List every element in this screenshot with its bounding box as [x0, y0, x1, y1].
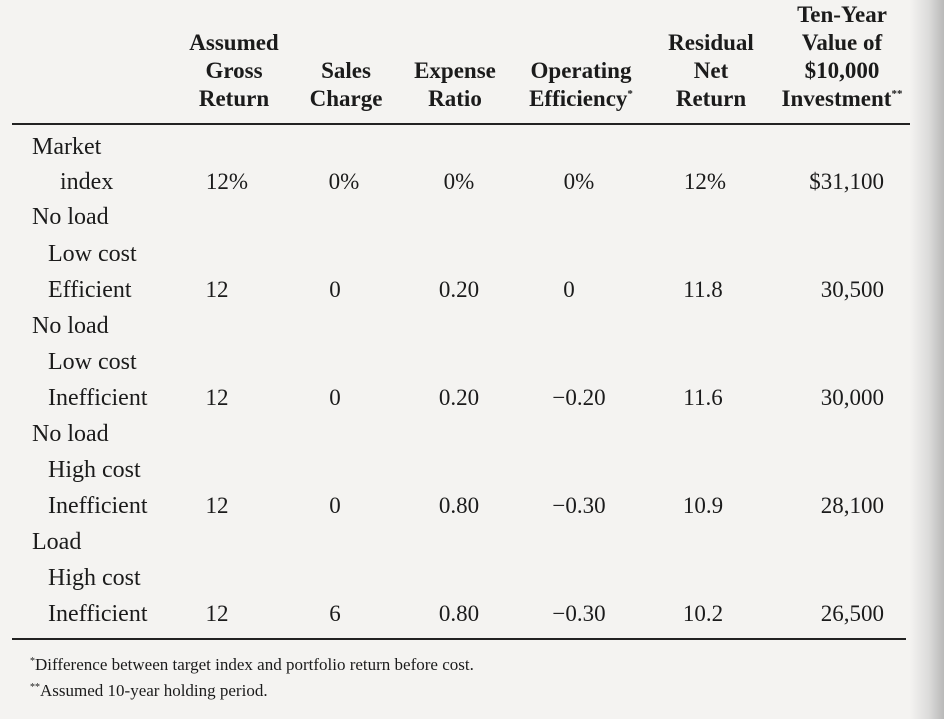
cell-expense-ratio: 0.80 — [438, 493, 480, 518]
cell-expense-ratio: 0.20 — [438, 385, 480, 410]
footnote-mark: * — [30, 656, 35, 667]
footnote-mark: ** — [30, 682, 40, 693]
cell-gross-return: 12 — [205, 277, 229, 302]
cell-sales-charge: 0 — [329, 277, 341, 302]
cell-sales-charge: 0 — [329, 493, 341, 518]
cell-operating-efficiency: 0% — [563, 169, 595, 194]
cell-net-return: 10.2 — [682, 601, 724, 626]
cell-net-return: 11.8 — [683, 277, 723, 302]
table-bottom-rule — [12, 638, 906, 640]
row-label-line: Inefficient — [48, 493, 148, 519]
row-label-line: Efficient — [48, 277, 132, 303]
cell-ten-year-value: 30,500 — [820, 277, 884, 302]
cell-gross-return: 12 — [205, 493, 229, 518]
footnote-holding-period: **Assumed 10-year holding period. — [30, 680, 268, 702]
footnote-text: Difference between target index and port… — [35, 655, 474, 674]
cell-expense-ratio: 0% — [443, 169, 475, 194]
cell-net-return: 10.9 — [682, 493, 724, 518]
row-label-line: Inefficient — [48, 385, 148, 411]
cell-gross-return: 12 — [205, 601, 229, 626]
row-label-line: No load — [32, 313, 109, 339]
cell-ten-year-value: 30,000 — [820, 385, 884, 410]
row-label-line: High cost — [48, 457, 141, 483]
header-ten-year-value: Ten-Year Value of $10,000 Investment** — [781, 2, 903, 111]
cell-sales-charge: 0 — [329, 385, 341, 410]
row-label-line: index — [60, 169, 114, 195]
row-label-line: Inefficient — [48, 601, 148, 627]
header-sales-charge: Sales Charge — [309, 58, 383, 111]
footnote-operating-efficiency: *Difference between target index and por… — [30, 654, 474, 676]
cell-expense-ratio: 0.80 — [438, 601, 480, 626]
row-label-line: No load — [32, 421, 109, 447]
cell-operating-efficiency: −0.30 — [552, 601, 606, 626]
cell-ten-year-value: 28,100 — [820, 493, 884, 518]
header-residual-net-return: Residual Net Return — [668, 30, 754, 111]
row-label-line: Low cost — [48, 349, 137, 375]
cell-operating-efficiency: −0.20 — [552, 385, 606, 410]
row-label-line: Market — [32, 134, 102, 160]
footnote-text: Assumed 10-year holding period. — [40, 681, 268, 700]
header-operating-efficiency: Operating Efficiency* — [529, 58, 633, 111]
cell-sales-charge: 6 — [329, 601, 341, 626]
cell-operating-efficiency: 0 — [563, 277, 575, 302]
page-edge-shadow — [910, 0, 944, 719]
cell-expense-ratio: 0.20 — [438, 277, 480, 302]
cell-gross-return: 12 — [205, 385, 229, 410]
cell-gross-return: 12% — [205, 169, 249, 194]
row-label-line: High cost — [48, 565, 141, 591]
header-expense-ratio: Expense Ratio — [414, 58, 496, 111]
row-label-line: Low cost — [48, 241, 137, 267]
cell-operating-efficiency: −0.30 — [552, 493, 606, 518]
cell-net-return: 12% — [683, 169, 727, 194]
header-rule — [12, 123, 910, 125]
cell-net-return: 11.6 — [683, 385, 723, 410]
cell-ten-year-value: 26,500 — [820, 601, 884, 626]
cell-ten-year-value: $31,100 — [809, 169, 884, 194]
cell-sales-charge: 0% — [328, 169, 360, 194]
header-assumed-gross-return: Assumed Gross Return — [189, 30, 279, 111]
row-label-line: No load — [32, 204, 109, 230]
row-label-line: Load — [32, 529, 82, 555]
